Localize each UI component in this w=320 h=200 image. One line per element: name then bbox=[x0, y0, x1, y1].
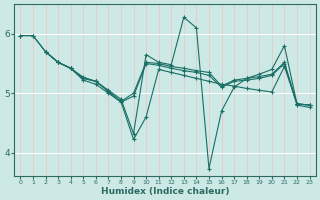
X-axis label: Humidex (Indice chaleur): Humidex (Indice chaleur) bbox=[101, 187, 229, 196]
